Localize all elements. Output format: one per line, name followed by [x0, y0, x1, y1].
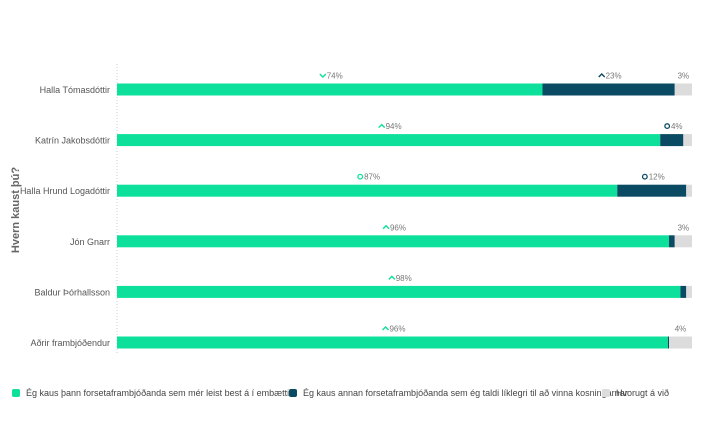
trend-marker-circle-s2-katrin-jakobsdottir [664, 123, 671, 130]
legend-item-1[interactable]: Ég kaus þann forsetaframbjóðanda sem mér… [12, 388, 294, 398]
chart-rows: Halla Tómasdóttir 74% 23% 3% Katrín Jakobsdó… [20, 72, 692, 349]
category-label-baldur-thorhallsson: Baldur Þórhallsson [34, 287, 110, 297]
bar-segment-s3-baldur-thorhallsson [686, 285, 692, 298]
legend-swatch-1 [12, 389, 20, 397]
legend-label-3: Hvorugt á við [616, 388, 670, 398]
legend: Ég kaus þann forsetaframbjóðanda sem mér… [12, 388, 707, 404]
trend-marker-chevron-down-s1-halla-tomasdottir [319, 73, 327, 78]
data-label-s1-halla-hrund-logadottir: 87% [364, 173, 380, 182]
legend-label-2: Ég kaus annan forsetaframbjóðanda sem ég… [303, 388, 628, 398]
data-label-s2-katrin-jakobsdottir: 4% [671, 122, 683, 131]
category-label-halla-hrund-logadottir: Halla Hrund Logadóttir [20, 186, 110, 196]
category-label-katrin-jakobsdottir: Katrín Jakobsdóttir [35, 136, 110, 146]
y-axis-label: Hvern kaust þú? [10, 167, 22, 253]
data-label-s1-katrin-jakobsdottir: 94% [386, 122, 402, 131]
bar-segment-s3-halla-hrund-logadottir [686, 184, 692, 197]
trend-marker-chevron-up-s1-katrin-jakobsdottir [378, 123, 386, 129]
data-label-s3-adrir-frambjodendur: 4% [675, 325, 687, 334]
bar-segment-s1-halla-hrund-logadottir [117, 184, 618, 197]
data-label-s1-baldur-thorhallsson: 98% [396, 274, 412, 283]
bar-segment-s2-adrir-frambjodendur [667, 336, 670, 349]
bar-segment-s1-jon-gnarr [117, 235, 669, 248]
data-label-s2-halla-hrund-logadottir: 12% [649, 173, 665, 182]
legend-item-3[interactable]: Hvorugt á við [602, 388, 669, 398]
category-label-jon-gnarr: Jón Gnarr [70, 237, 110, 247]
legend-label-1: Ég kaus þann forsetaframbjóðanda sem mér… [26, 388, 295, 398]
legend-swatch-3 [602, 389, 610, 397]
bar-segment-s2-halla-hrund-logadottir [617, 184, 687, 197]
bar-segment-s2-halla-tomasdottir [542, 83, 675, 96]
trend-marker-chevron-up-s1-jon-gnarr [382, 224, 390, 230]
data-label-s2-halla-tomasdottir: 23% [606, 72, 622, 81]
category-label-adrir-frambjodendur: Aðrir frambjóðendur [30, 338, 110, 348]
bar-segment-s1-baldur-thorhallsson [117, 285, 681, 298]
legend-item-2[interactable]: Ég kaus annan forsetaframbjóðanda sem ég… [289, 388, 628, 398]
trend-marker-chevron-up-s2-halla-tomasdottir [598, 73, 606, 78]
trend-marker-chevron-up-s1-adrir-frambjodendur [382, 326, 390, 331]
data-label-s1-jon-gnarr: 96% [390, 223, 406, 232]
trend-marker-circle-s1-halla-hrund-logadottir [357, 173, 364, 180]
bar-segment-s1-katrin-jakobsdottir [117, 134, 661, 147]
category-label-halla-tomasdottir: Halla Tómasdóttir [40, 85, 110, 95]
bar-segment-s3-halla-tomasdottir [674, 83, 692, 96]
data-label-s1-adrir-frambjodendur: 96% [389, 325, 405, 334]
bar-segment-s2-katrin-jakobsdottir [660, 134, 684, 147]
trend-marker-chevron-up-s1-baldur-thorhallsson [388, 275, 396, 280]
data-label-s3-jon-gnarr: 3% [678, 223, 690, 232]
bar-segment-s1-halla-tomasdottir [117, 83, 543, 96]
data-label-s1-halla-tomasdottir: 74% [327, 72, 343, 81]
trend-marker-circle-s2-halla-hrund-logadottir [641, 173, 648, 180]
bar-segment-s3-jon-gnarr [674, 235, 692, 248]
legend-swatch-2 [289, 389, 297, 397]
bar-segment-s3-katrin-jakobsdottir [683, 134, 692, 147]
bar-segment-s2-baldur-thorhallsson [680, 285, 687, 298]
bar-segment-s2-jon-gnarr [669, 235, 675, 248]
bar-segment-s3-adrir-frambjodendur [669, 336, 692, 349]
data-label-s3-halla-tomasdottir: 3% [678, 72, 690, 81]
bar-segment-s1-adrir-frambjodendur [117, 336, 668, 349]
